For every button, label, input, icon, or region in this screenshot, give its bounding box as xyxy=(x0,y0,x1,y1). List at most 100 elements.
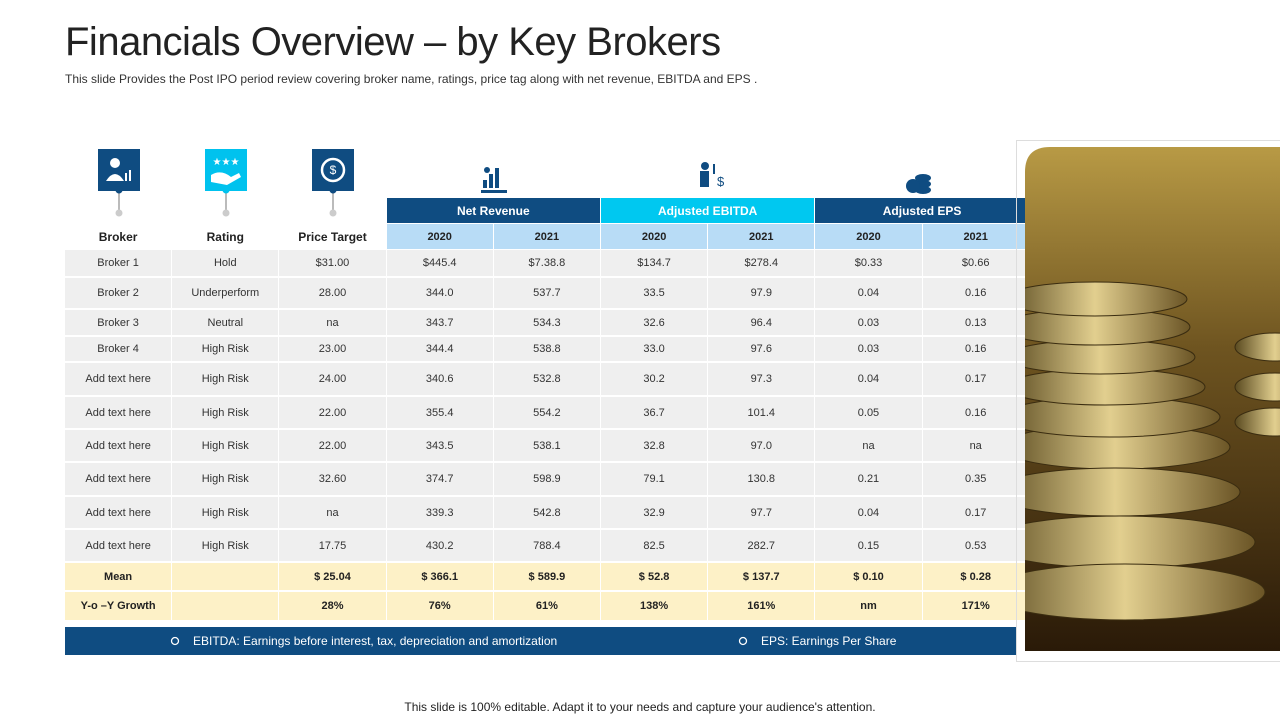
summary-cell: $ 589.9 xyxy=(493,563,601,592)
table-cell: Broker 3 xyxy=(65,310,173,337)
table-cell: 96.4 xyxy=(708,310,816,337)
table-cell: 0.21 xyxy=(815,463,923,497)
table-cell: Broker 4 xyxy=(65,337,173,363)
legend-item: EBITDA: Earnings before interest, tax, d… xyxy=(193,634,558,648)
photo-frame xyxy=(1016,140,1280,662)
table-cell: Add text here xyxy=(65,430,173,463)
table-cell: 28.00 xyxy=(279,278,387,310)
table-cell: na xyxy=(279,497,387,530)
table-cell: 542.8 xyxy=(493,497,601,530)
svg-text:★★★: ★★★ xyxy=(213,157,240,168)
year-header: 2020 xyxy=(601,224,709,250)
table-cell: 374.7 xyxy=(386,463,494,497)
summary-cell: $ 137.7 xyxy=(708,563,816,592)
year-header: 2020 xyxy=(386,224,494,250)
table-cell: $445.4 xyxy=(386,250,494,278)
table-cell: 538.8 xyxy=(493,337,601,363)
year-header: 2021 xyxy=(493,224,601,250)
summary-cell: 138% xyxy=(601,592,709,622)
table-cell: 32.6 xyxy=(601,310,709,337)
table-cell: 33.0 xyxy=(601,337,709,363)
table-cell: 554.2 xyxy=(493,397,601,430)
table-cell: $0.33 xyxy=(815,250,923,278)
table-cell: 788.4 xyxy=(493,530,601,563)
footer: This slide is 100% editable. Adapt it to… xyxy=(404,700,876,714)
table-cell: na xyxy=(815,430,923,463)
summary-cell: $ 0.10 xyxy=(815,563,923,592)
table-cell: 36.7 xyxy=(601,397,709,430)
table-cell: $31.00 xyxy=(279,250,387,278)
summary-label: Mean xyxy=(65,563,173,592)
table-cell: 97.7 xyxy=(708,497,816,530)
group-header: Adjusted EBITDA xyxy=(601,198,816,224)
column-icons: ★★★ $ xyxy=(98,149,354,217)
table-cell: 22.00 xyxy=(279,430,387,463)
summary-cell: 28% xyxy=(279,592,387,622)
table-cell: High Risk xyxy=(172,430,280,463)
table-cell: Broker 1 xyxy=(65,250,173,278)
year-header: 2021 xyxy=(708,224,816,250)
table-cell: Broker 2 xyxy=(65,278,173,310)
table-cell: 340.6 xyxy=(386,363,494,397)
table-cell: 0.05 xyxy=(815,397,923,430)
table-cell: 430.2 xyxy=(386,530,494,563)
table-cell: na xyxy=(279,310,387,337)
table-cell: Add text here xyxy=(65,363,173,397)
table-cell: 24.00 xyxy=(279,363,387,397)
table-cell: 32.60 xyxy=(279,463,387,497)
table-cell: 537.7 xyxy=(493,278,601,310)
table-cell: 534.3 xyxy=(493,310,601,337)
table-cell: Add text here xyxy=(65,530,173,563)
table-cell: Add text here xyxy=(65,497,173,530)
table-cell: 0.15 xyxy=(815,530,923,563)
table-cell: $7.38.8 xyxy=(493,250,601,278)
summary-blank xyxy=(172,592,280,622)
table-cell: 23.00 xyxy=(279,337,387,363)
summary-cell: nm xyxy=(815,592,923,622)
legend-bar: EBITDA: Earnings before interest, tax, d… xyxy=(65,627,1016,655)
coin-photo xyxy=(1025,147,1280,651)
table-cell: High Risk xyxy=(172,363,280,397)
svg-text:$: $ xyxy=(330,163,337,177)
group-header: Adjusted EPS xyxy=(815,198,1030,224)
svg-text:$: $ xyxy=(717,174,725,189)
column-header: Rating xyxy=(206,229,244,244)
table-cell: 343.7 xyxy=(386,310,494,337)
table-cell: 0.03 xyxy=(815,337,923,363)
table-cell: 0.03 xyxy=(815,310,923,337)
table-cell: 0.04 xyxy=(815,497,923,530)
table-cell: 33.5 xyxy=(601,278,709,310)
table-cell: High Risk xyxy=(172,530,280,563)
title: Financials Overview – by Key Brokers xyxy=(65,20,721,64)
table-cell: 0.16 xyxy=(922,278,1030,310)
table-cell: 32.8 xyxy=(601,430,709,463)
subtitle: This slide Provides the Post IPO period … xyxy=(65,72,758,86)
table-cell: 97.6 xyxy=(708,337,816,363)
table-cell: 82.5 xyxy=(601,530,709,563)
table-cell: 0.17 xyxy=(922,497,1030,530)
table-cell: 538.1 xyxy=(493,430,601,463)
summary-cell: $ 0.28 xyxy=(922,563,1030,592)
table-cell: 282.7 xyxy=(708,530,816,563)
table-cell: 355.4 xyxy=(386,397,494,430)
table-cell: High Risk xyxy=(172,337,280,363)
table-cell: 343.5 xyxy=(386,430,494,463)
table-cell: $0.66 xyxy=(922,250,1030,278)
table-cell: $278.4 xyxy=(708,250,816,278)
table-cell: Neutral xyxy=(172,310,280,337)
table-cell: Underperform xyxy=(172,278,280,310)
summary-blank xyxy=(172,563,280,592)
legend-bullet xyxy=(170,636,180,646)
table-cell: High Risk xyxy=(172,497,280,530)
table-cell: Add text here xyxy=(65,397,173,430)
year-header: 2020 xyxy=(815,224,923,250)
table-cell: 344.4 xyxy=(386,337,494,363)
group-icons: $ xyxy=(481,162,931,194)
summary-cell: $ 52.8 xyxy=(601,563,709,592)
table-cell: High Risk xyxy=(172,397,280,430)
summary-label: Y-o –Y Growth xyxy=(65,592,173,622)
table-cell: 0.16 xyxy=(922,337,1030,363)
table-cell: 101.4 xyxy=(708,397,816,430)
table-cell: 0.53 xyxy=(922,530,1030,563)
table-cell: 22.00 xyxy=(279,397,387,430)
